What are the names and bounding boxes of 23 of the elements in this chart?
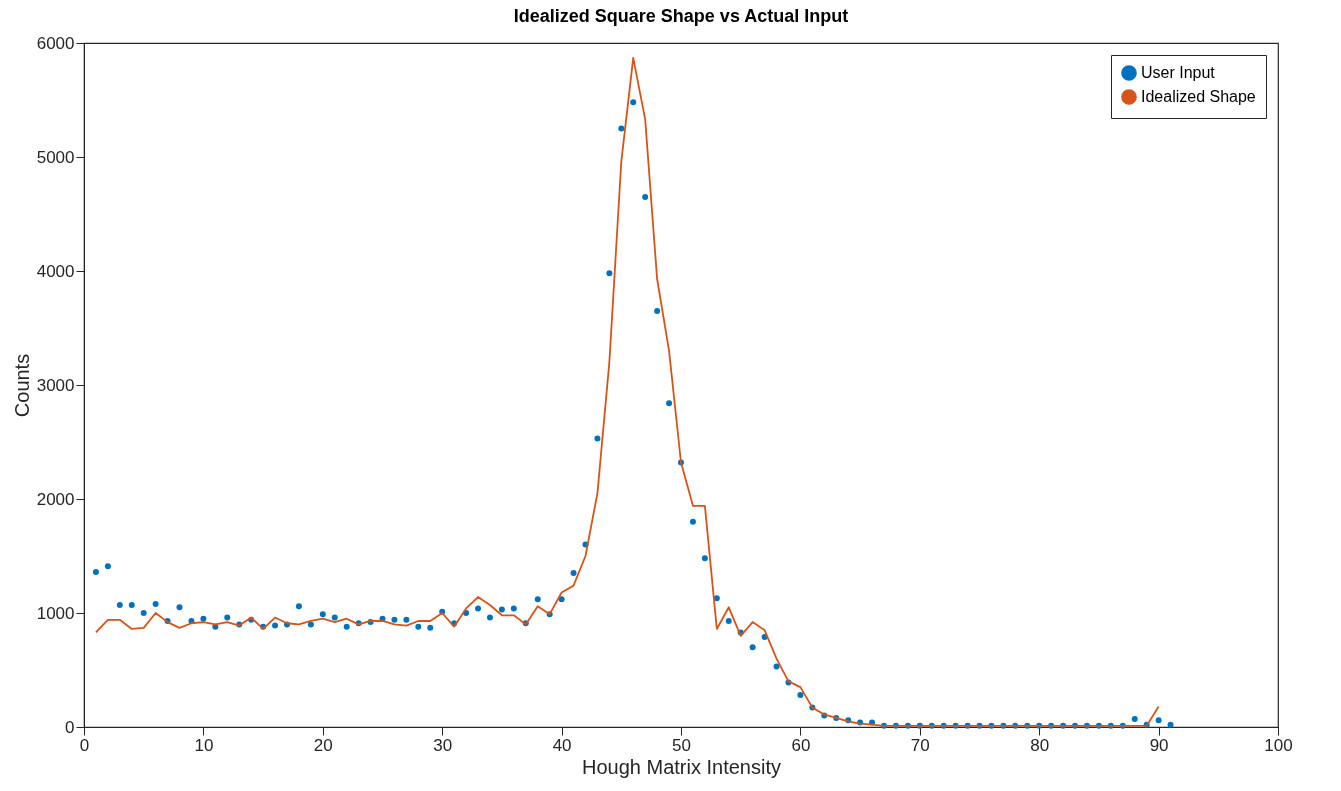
x-tick-label: 20 [313,735,333,755]
x-axis-title: Hough Matrix Intensity [582,755,781,778]
y-tick-label: 0 [65,717,75,737]
x-tick-label: 90 [1149,735,1169,755]
y-tick-label: 2000 [36,489,75,509]
chart-title: Idealized Square Shape vs Actual Input [513,6,849,26]
y-axis-title: Counts [10,353,33,418]
x-tick-label: 60 [791,735,811,755]
x-tick-label: 80 [1030,735,1050,755]
x-tick-label: 50 [672,735,691,755]
x-tick-label: 70 [910,735,930,755]
y-tick-label: 6000 [36,33,75,53]
x-tick-label: 40 [552,735,572,755]
y-tick-label: 5000 [36,147,75,167]
x-tick-label: 0 [79,735,90,755]
legend-label: Idealized Shape [1141,88,1256,105]
x-tick-label: 100 [1264,735,1293,755]
x-tick-label: 10 [194,735,214,755]
y-tick-label: 1000 [36,603,75,623]
legend-label: User Input [1141,64,1216,81]
y-tick-label: 4000 [36,261,75,281]
x-tick-label: 30 [433,735,453,755]
y-tick-label: 3000 [36,375,75,395]
